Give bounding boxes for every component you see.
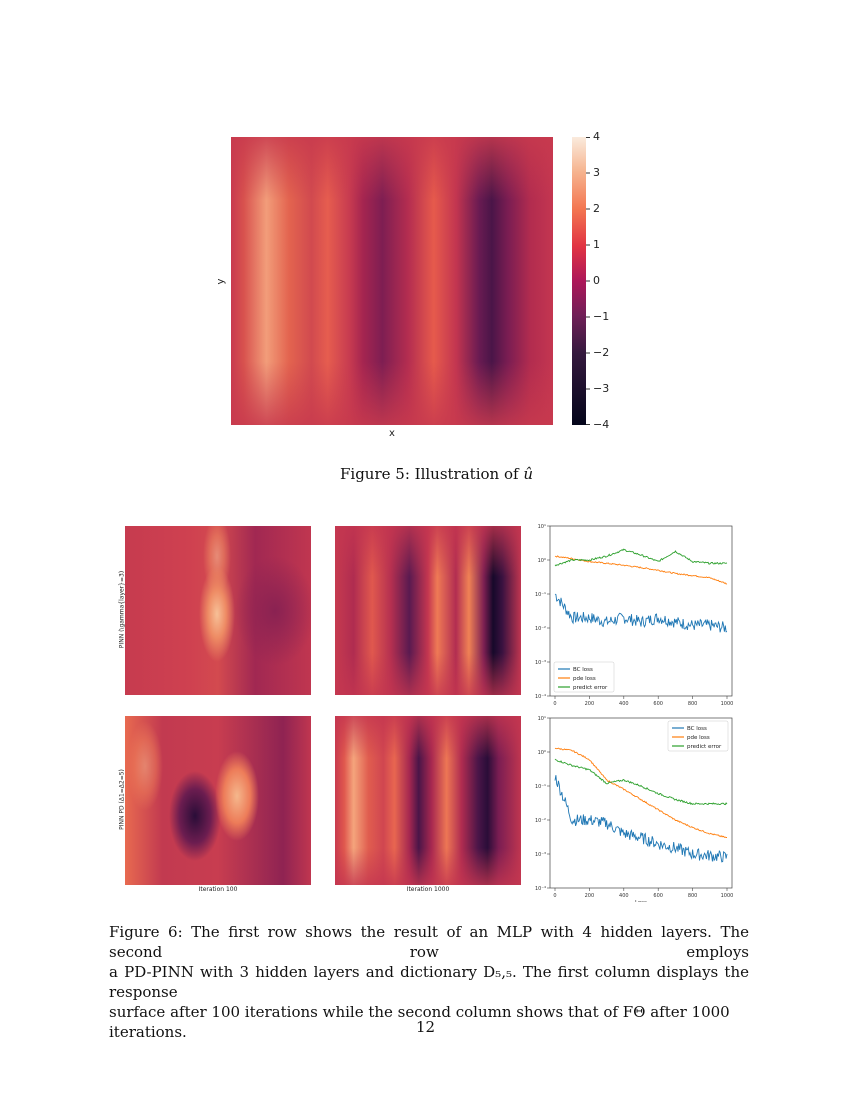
- y-tick-label: 10⁰: [538, 558, 546, 564]
- figure6-caption-line1: Figure 6: The first row shows the result…: [109, 923, 749, 961]
- series-line-pde-loss: [554, 747, 727, 838]
- colorbar-tick-label: 3: [593, 166, 600, 179]
- heatmap-row1-iter1000: [335, 526, 521, 695]
- x-tick-label: 800: [688, 893, 698, 899]
- colorbar-tick-label: −3: [593, 382, 610, 395]
- heatmap-row2-iter100: [125, 716, 311, 885]
- figure6-caption-line2: a PD-PINN with 3 hidden layers and dicti…: [109, 963, 749, 1001]
- y-tick-label: 10⁻⁴: [535, 694, 546, 700]
- x-tick-label: 600: [653, 893, 663, 899]
- figure5-ylabel: y: [215, 278, 227, 285]
- y-tick-label: 10⁻¹: [535, 592, 546, 598]
- x-tick-label: 200: [585, 701, 595, 707]
- colorbar-tick-label: 0: [593, 274, 600, 287]
- y-tick-label: 10⁻³: [535, 852, 546, 858]
- x-tick-label: 0: [553, 701, 556, 707]
- legend-label: pde loss: [573, 676, 596, 682]
- figure5-colorbar: [572, 137, 590, 425]
- colorbar-tick-label: 2: [593, 202, 600, 215]
- figure5-xlabel: x: [389, 428, 395, 439]
- series-line-predict-error: [554, 548, 728, 567]
- y-tick-label: 10⁻⁴: [535, 886, 546, 892]
- heatmap-row1-iter100: [125, 526, 311, 695]
- x-tick-label: 0: [553, 893, 556, 899]
- page-number: 12: [416, 1018, 436, 1036]
- colorbar-tick-label: −2: [593, 346, 610, 359]
- colorbar-tick-label: −4: [593, 418, 610, 431]
- x-axis-label: Loss: [635, 900, 647, 902]
- heatmap-row2-iter1000: [335, 716, 521, 885]
- x-tick-label: 1000: [721, 701, 734, 707]
- legend-label: predict error: [573, 685, 608, 691]
- x-tick-label: 200: [585, 893, 595, 899]
- legend-label: predict error: [687, 744, 722, 750]
- legend: BC loss pde loss predict error: [667, 720, 729, 752]
- figure5-caption: Figure 5: Illustration of û: [340, 464, 533, 484]
- x-tick-label: 800: [688, 701, 698, 707]
- figure5-heatmap: [231, 137, 553, 425]
- y-tick-label: 10⁻¹: [535, 784, 546, 790]
- row1-ylabel: PINN (\gamma{layer}=3): [118, 570, 126, 649]
- series-line-bc-loss: [554, 775, 728, 863]
- y-tick-label: 10⁻³: [535, 660, 546, 666]
- figure5-caption-text: Figure 5: Illustration of: [340, 465, 524, 483]
- x-tick-label: 400: [619, 893, 629, 899]
- legend-label: pde loss: [687, 735, 710, 741]
- colorbar-tick-label: −1: [593, 310, 610, 323]
- figure6-caption: Figure 6: The first row shows the result…: [109, 922, 749, 1042]
- colorbar-tick-label: 1: [593, 238, 600, 251]
- figure6-caption-line3: surface after 100 iterations while the s…: [109, 1003, 730, 1041]
- colorbar-tick-label: 4: [593, 130, 600, 143]
- series-line-bc-loss: [554, 593, 728, 633]
- legend-label: BC loss: [573, 667, 593, 673]
- loss-plot-row1: 10¹ 10⁰ 10⁻¹ 10⁻² 10⁻³ 10⁻⁴ 0 200 400 600 800 1000 B…: [528, 520, 738, 710]
- x-tick-label: 400: [619, 701, 629, 707]
- y-tick-label: 10¹: [538, 524, 546, 530]
- x-tick-label: 1000: [721, 893, 734, 899]
- loss-plot-svg: 10¹ 10⁰ 10⁻¹ 10⁻² 10⁻³ 10⁻⁴ 0 200 400 600 800 1000 B…: [535, 524, 734, 707]
- legend-label: BC loss: [687, 726, 707, 732]
- y-tick-label: 10⁻²: [535, 626, 546, 632]
- y-tick-label: 10⁻²: [535, 818, 546, 824]
- loss-plot-row2: 10¹ 10⁰ 10⁻¹ 10⁻² 10⁻³ 10⁻⁴ 0 200 400 600 800 1000 L…: [528, 712, 738, 902]
- row2-ylabel: PINN PD (Δ1=Δ2=5): [118, 769, 126, 830]
- y-tick-label: 10⁰: [538, 750, 546, 756]
- y-tick-label: 10¹: [538, 716, 546, 722]
- series-line-predict-error: [554, 758, 728, 806]
- legend: BC loss pde loss predict error: [553, 661, 615, 693]
- col2-xlabel: Iteration 1000: [406, 886, 450, 893]
- col1-xlabel: Iteration 100: [198, 886, 238, 893]
- loss-plot-svg: 10¹ 10⁰ 10⁻¹ 10⁻² 10⁻³ 10⁻⁴ 0 200 400 600 800 1000 L…: [535, 716, 734, 902]
- x-tick-label: 600: [653, 701, 663, 707]
- figure5-caption-symbol: û: [523, 465, 533, 483]
